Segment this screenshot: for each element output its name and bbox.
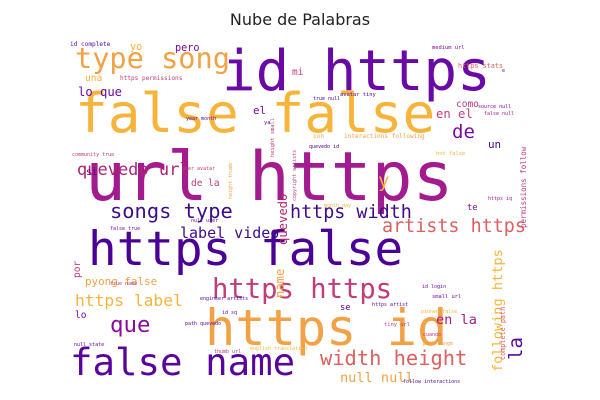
- word-tiny-url: tiny url: [384, 322, 410, 328]
- word-https-artist: https artist: [372, 302, 408, 308]
- word-user-avatar: user avatar: [182, 166, 215, 172]
- word-height-small: height small: [270, 118, 276, 157]
- word-null-user: null user: [191, 218, 218, 224]
- word-https-permissions: https permissions: [120, 75, 183, 82]
- word-un: un: [488, 138, 501, 151]
- word-https-id: https id: [205, 298, 447, 357]
- word-engineer-artists: engineer artists: [200, 296, 248, 302]
- word-null-state: null state: [74, 342, 104, 348]
- word-id-https: id https: [222, 39, 491, 104]
- word-cuando: cuando: [423, 332, 441, 338]
- word-de: de: [452, 121, 475, 143]
- word-el: el: [253, 104, 266, 117]
- word-artists-https: artists https: [382, 216, 526, 237]
- word-como: como: [456, 99, 479, 110]
- word-false-name: false name: [70, 340, 295, 384]
- word-medium-url: medium url: [432, 45, 464, 51]
- word-avatar-tiny: avatar tiny: [340, 92, 376, 98]
- word-por: por: [72, 261, 83, 278]
- word-false-false: false false: [75, 82, 435, 145]
- word-month-day: month day: [324, 203, 351, 209]
- word-copyright-artists: copyright artists: [292, 150, 298, 201]
- word-source-null: source null: [478, 104, 511, 110]
- word-path-quevedo: path quevedo: [185, 321, 221, 327]
- word-id-sq: id sq: [222, 310, 237, 316]
- word-small-url: small url: [432, 294, 461, 300]
- word-https-https: https https: [212, 274, 392, 305]
- cloud-canvas: [70, 38, 530, 386]
- word-interactions-following: interactions following: [344, 133, 425, 140]
- word-null-null: null null: [340, 370, 414, 386]
- word-quevedo: quevedo: [276, 194, 290, 245]
- word-e: e: [502, 68, 505, 74]
- word-quevedo-url: quevedo url: [77, 160, 190, 180]
- word-https-stats: https stats: [458, 62, 503, 70]
- word-una: una: [85, 73, 102, 84]
- chart-title: Nube de Palabras: [229, 10, 371, 29]
- word-https-label: https label: [75, 291, 183, 310]
- word-height-thumb: height thumb: [228, 163, 234, 199]
- word-en-el: en el: [436, 107, 473, 121]
- word-english-translation: english translation: [250, 346, 307, 352]
- word-pyong-false: pyong false: [85, 275, 157, 288]
- word-true-name: true name: [110, 281, 137, 287]
- word-label-video: label video: [180, 224, 279, 242]
- word-thumb-url: thumb url: [214, 349, 241, 355]
- word-en-la: en la: [436, 312, 477, 328]
- word-pero: pero: [175, 43, 200, 54]
- word-complete-path: complete path: [499, 307, 507, 360]
- word-de-la: de la: [191, 178, 220, 189]
- word-pinned-false: pinned false: [421, 309, 457, 315]
- word-ya: ya: [264, 120, 271, 126]
- word-permissions-follow: permissions follow: [519, 146, 528, 228]
- word-hot-false: hot false: [436, 151, 465, 157]
- word-https-width: https width: [290, 202, 412, 223]
- word-community-true: community true: [72, 152, 114, 158]
- word-type-song: type song: [75, 41, 230, 75]
- word-quevedo-id: quevedo id: [309, 144, 339, 150]
- word-width-height: width height: [320, 346, 467, 370]
- word-https-false: https false: [88, 222, 403, 277]
- word-follow-interactions: follow interactions: [403, 379, 460, 385]
- word-false-true: false true: [110, 226, 140, 232]
- word-https-iq: https iq: [488, 196, 512, 202]
- word-name: name: [273, 269, 287, 298]
- word-id-login: id login: [422, 284, 446, 290]
- word-year-month: year month: [186, 116, 216, 122]
- word-lo-que: lo que: [78, 85, 122, 99]
- word-se: se: [340, 303, 351, 313]
- word-lo: lo: [75, 310, 87, 321]
- word-si: si: [86, 167, 98, 178]
- word-con: con: [313, 133, 324, 140]
- word-id-complete: id complete: [70, 41, 111, 48]
- word-la: la: [505, 337, 527, 360]
- word-y: y: [378, 170, 389, 192]
- word-path-range: path range: [423, 341, 453, 347]
- word-following-https: following https: [490, 249, 506, 372]
- word-te: te: [467, 203, 478, 213]
- word-songs-type: songs type: [110, 199, 233, 223]
- word-yo: yo: [130, 42, 142, 53]
- word-false-null: false null: [484, 111, 514, 117]
- word-que: que: [110, 312, 150, 338]
- word-true-null: true null: [313, 96, 340, 102]
- word-url-https: url https: [85, 138, 453, 217]
- word-mi: mi: [292, 67, 304, 78]
